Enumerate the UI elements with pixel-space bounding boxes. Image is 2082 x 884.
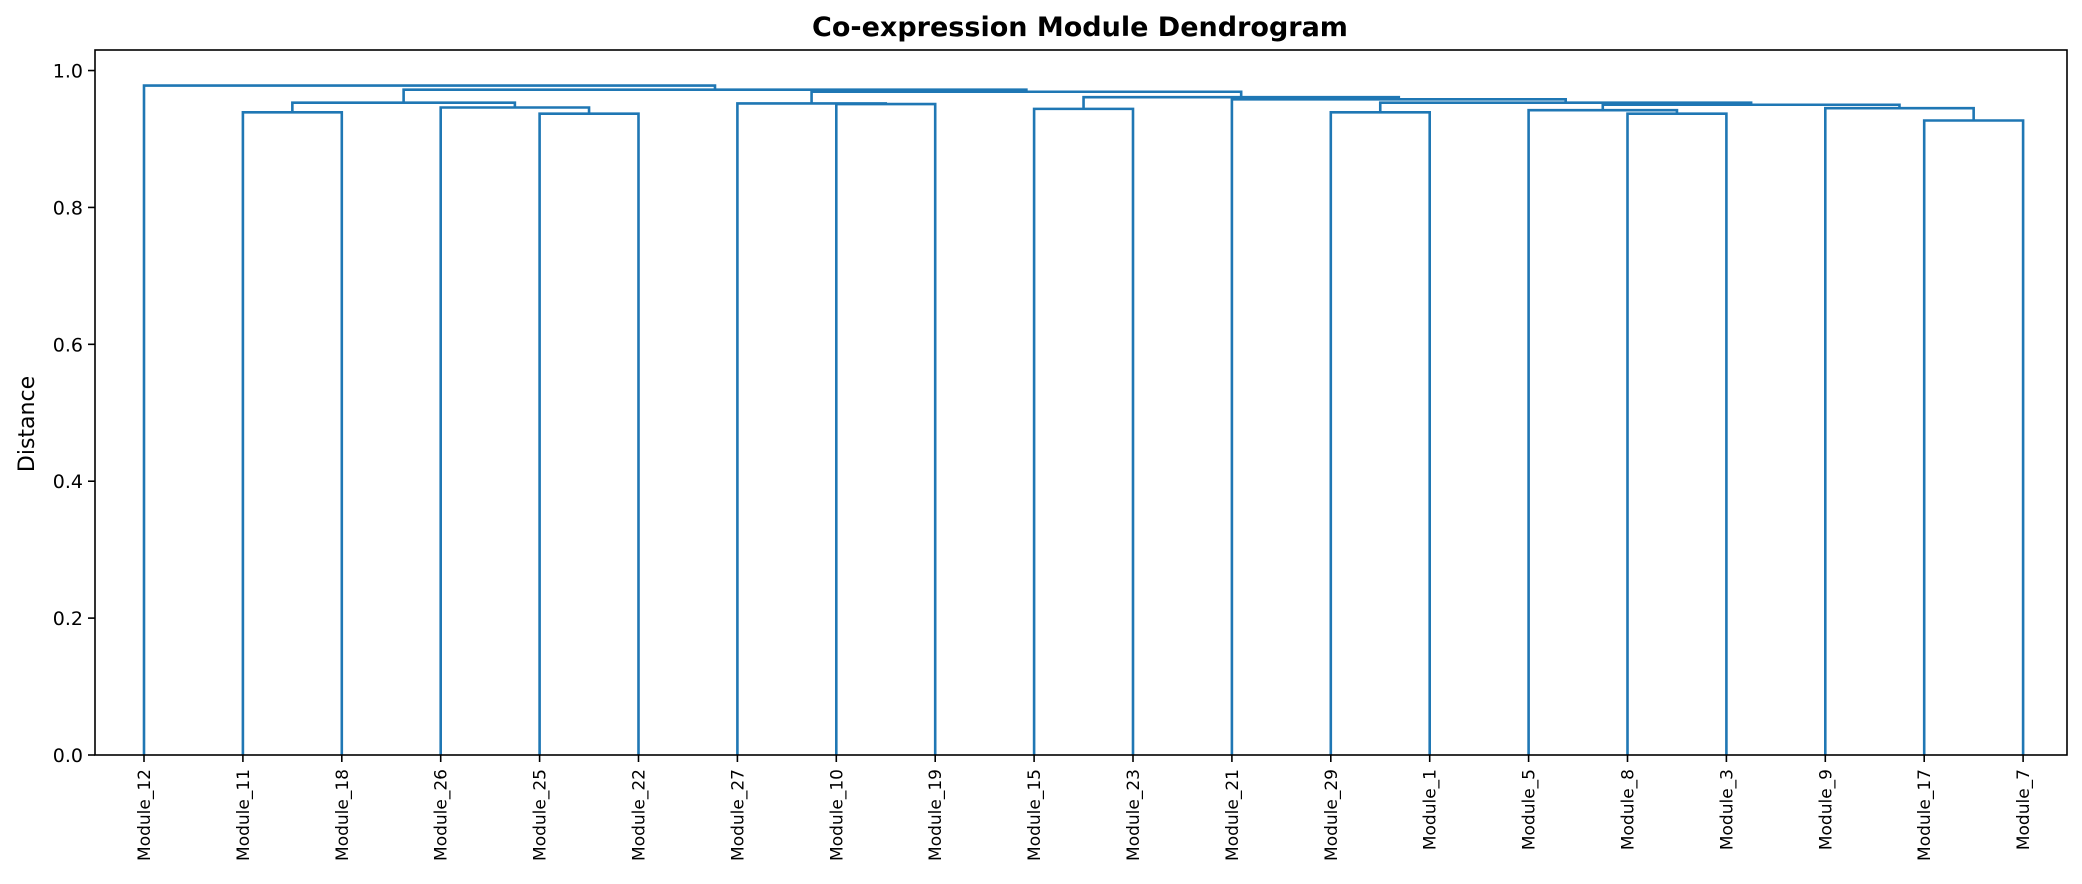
leaf-label: Module_5 xyxy=(1520,769,1540,850)
dendrogram-link xyxy=(1082,95,1401,109)
leaf-label: Module_3 xyxy=(1717,769,1737,850)
dendrogram-link xyxy=(142,84,717,755)
leaf-label: Module_1 xyxy=(1421,769,1441,850)
leaf-label: Module_17 xyxy=(1915,769,1935,861)
leaf-label: Module_23 xyxy=(1124,769,1144,861)
y-tick-label: 0.6 xyxy=(53,334,83,356)
dendrogram-link xyxy=(291,101,517,113)
dendrogram-link xyxy=(241,110,344,755)
dendrogram-link xyxy=(736,102,888,755)
leaf-label: Module_10 xyxy=(827,769,847,861)
chart-title: Co-expression Module Dendrogram xyxy=(812,12,1348,43)
dendrogram-link xyxy=(1032,107,1135,755)
dendrogram-link xyxy=(1329,110,1431,755)
y-tick-label: 1.0 xyxy=(53,61,83,83)
dendrogram-link xyxy=(1378,101,1753,113)
y-tick-label: 0.8 xyxy=(53,197,83,219)
leaf-label: Module_11 xyxy=(234,769,254,861)
leaf-label: Module_26 xyxy=(432,769,452,861)
leaf-label: Module_18 xyxy=(333,769,353,861)
leaf-label: Module_12 xyxy=(135,769,155,861)
leaf-label: Module_29 xyxy=(1322,769,1342,861)
plot-frame xyxy=(94,49,2068,756)
leaf-label: Module_8 xyxy=(1619,769,1639,850)
y-tick-label: 0.4 xyxy=(53,471,83,493)
y-tick-label: 0.0 xyxy=(53,745,83,767)
leaf-label: Module_22 xyxy=(630,769,650,861)
dendrogram-link xyxy=(1626,112,1728,755)
y-axis-ticks: 0.0 0.2 0.4 0.6 0.8 1.0 xyxy=(53,61,95,767)
dendrogram-link xyxy=(1824,106,1975,755)
dendrogram-link xyxy=(1527,108,1679,755)
dendrogram-links xyxy=(142,84,2025,755)
x-axis-ticks: Module_12 Module_11 Module_18 Module_26 Modu… xyxy=(135,755,2034,861)
leaf-label: Module_21 xyxy=(1223,769,1243,861)
dendrogram-link xyxy=(835,102,937,755)
dendrogram-link xyxy=(1922,119,2025,755)
leaf-label: Module_7 xyxy=(2014,769,2034,850)
leaf-label: Module_15 xyxy=(1025,769,1045,861)
leaf-label: Module_19 xyxy=(926,769,946,861)
dendrogram-link xyxy=(439,106,591,755)
y-tick-label: 0.2 xyxy=(53,608,83,630)
dendrogram-link xyxy=(538,112,640,755)
leaf-label: Module_27 xyxy=(728,769,748,861)
dendrogram-link xyxy=(1230,97,1567,755)
y-axis-label: Distance xyxy=(15,376,40,472)
leaf-label: Module_25 xyxy=(531,769,551,861)
leaf-label: Module_9 xyxy=(1816,769,1836,850)
